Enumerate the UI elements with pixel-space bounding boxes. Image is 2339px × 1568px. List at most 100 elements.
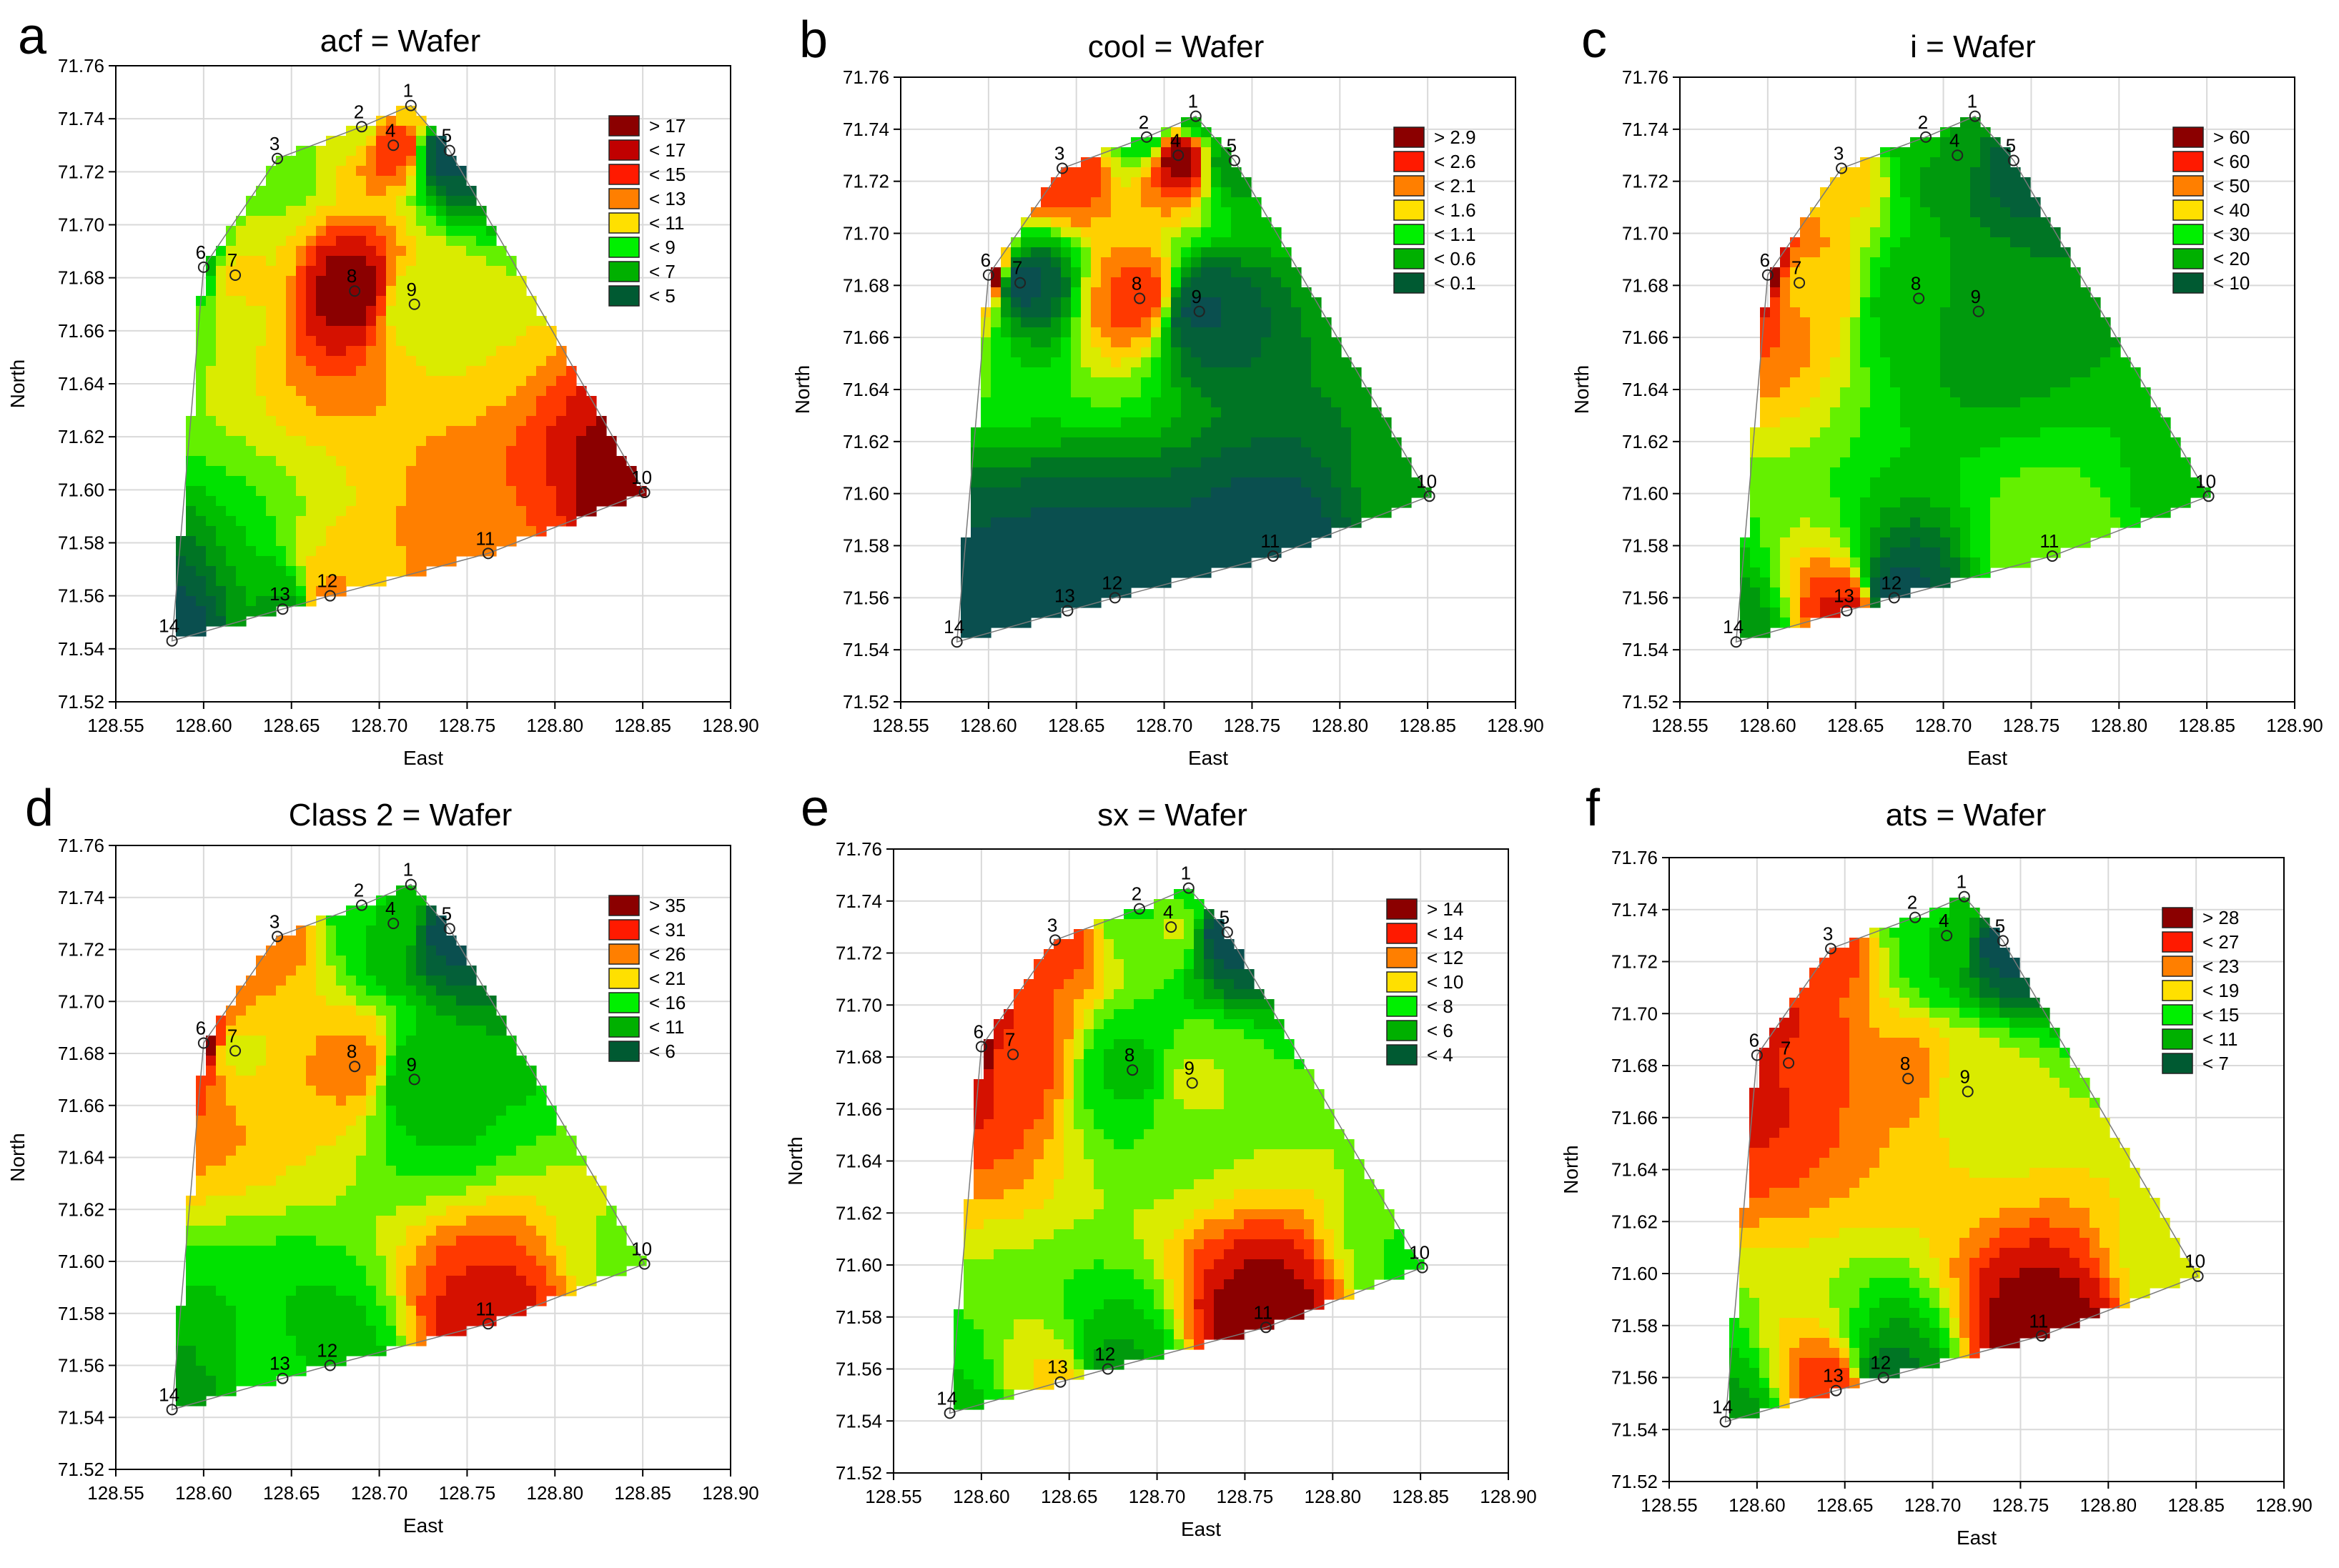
contour-cell (1091, 377, 1102, 388)
contour-cell (1860, 457, 1871, 468)
contour-cell (1041, 517, 1052, 528)
contour-cell (1800, 507, 1811, 518)
contour-cell (1890, 157, 1901, 168)
contour-cell (1131, 357, 1142, 368)
contour-cell (1251, 307, 1262, 318)
contour-cell (196, 426, 207, 437)
contour-cell (2060, 317, 2071, 328)
x-tick-label: 128.70 (1136, 715, 1193, 736)
contour-cell (1211, 487, 1222, 498)
contour-cell (1131, 467, 1142, 478)
contour-cell (1860, 297, 1871, 308)
contour-cell (1281, 407, 1292, 418)
contour-cell (1870, 187, 1881, 198)
contour-cell (276, 236, 287, 247)
contour-cell (416, 926, 427, 936)
contour-cell (1331, 507, 1342, 518)
contour-cell (1800, 247, 1811, 258)
contour-cell (1291, 427, 1302, 438)
contour-cell (276, 276, 287, 287)
contour-cell (456, 446, 467, 457)
contour-cell (2000, 167, 2011, 178)
contour-cell (1960, 237, 1971, 248)
contour-cell (236, 516, 247, 527)
contour-cell (2050, 237, 2061, 248)
contour-cell (266, 386, 277, 397)
contour-cell (1850, 347, 1861, 358)
contour-cell (1151, 507, 1162, 518)
contour-cell (2110, 367, 2121, 378)
contour-cell (1161, 387, 1172, 398)
contour-cell (1341, 457, 1352, 468)
contour-cell (1151, 367, 1162, 378)
contour-cell (1011, 447, 1022, 458)
contour-cell (1071, 557, 1082, 568)
contour-cell (1750, 507, 1761, 518)
contour-cell (1291, 517, 1302, 528)
contour-cell (1141, 547, 1152, 558)
contour-cell (1041, 557, 1052, 568)
contour-cell (1800, 227, 1811, 238)
contour-cell (1940, 427, 1951, 438)
contour-cell (296, 376, 307, 387)
contour-cell (2000, 397, 2011, 408)
contour-cell (1910, 437, 1921, 448)
contour-cell (1171, 547, 1182, 558)
contour-cell (1311, 457, 1322, 468)
contour-cell (1850, 167, 1861, 178)
contour-cell (286, 586, 297, 597)
contour-cell (1910, 457, 1921, 468)
contour-cell (1930, 167, 1941, 178)
legend-swatch (1393, 199, 1425, 221)
contour-cell (1111, 357, 1122, 368)
contour-cell (1241, 317, 1252, 328)
contour-cell (1860, 477, 1871, 488)
contour-cell (2000, 177, 2011, 188)
contour-cell (1960, 297, 1971, 308)
contour-cell (1141, 387, 1152, 398)
contour-cell (526, 486, 537, 497)
contour-cell (1880, 377, 1891, 388)
contour-cell (1820, 347, 1831, 358)
contour-cell (1820, 547, 1831, 558)
contour-cell (216, 446, 227, 457)
contour-cell (376, 905, 387, 916)
contour-cell (526, 466, 537, 477)
contour-cell (386, 126, 397, 137)
contour-cell (346, 416, 357, 427)
contour-cell (1311, 487, 1322, 498)
contour-cell (1301, 317, 1312, 328)
contour-cell (1151, 427, 1162, 438)
contour-cell (1930, 347, 1941, 358)
contour-cell (1750, 597, 1761, 608)
contour-cell (2080, 407, 2091, 418)
contour-cell (2030, 407, 2041, 418)
contour-cell (1081, 177, 1092, 188)
x-tick-label: 128.70 (1915, 715, 1972, 736)
contour-cell (1131, 557, 1142, 568)
contour-cell (1041, 257, 1052, 268)
contour-cell (1780, 527, 1791, 538)
contour-cell (1770, 477, 1781, 488)
contour-cell (356, 366, 367, 377)
contour-cell (1910, 527, 1921, 538)
contour-cell (466, 326, 477, 337)
contour-cell (226, 476, 237, 487)
contour-cell (1820, 367, 1831, 378)
contour-cell (1201, 137, 1212, 148)
contour-cell (1301, 437, 1312, 448)
contour-cell (1131, 237, 1142, 248)
panel-letter: a (18, 8, 47, 65)
contour-cell (476, 506, 487, 517)
contour-cell (1101, 227, 1112, 238)
contour-cell (1261, 447, 1272, 458)
contour-cell (496, 506, 507, 517)
contour-cell (1790, 367, 1801, 378)
contour-cell (316, 406, 327, 417)
contour-cell (2030, 437, 2041, 448)
contour-cell (1241, 547, 1252, 558)
contour-cell (1880, 497, 1891, 508)
legend-label: > 60 (2213, 126, 2250, 148)
contour-cell (1740, 577, 1751, 588)
contour-cell (1051, 267, 1062, 278)
